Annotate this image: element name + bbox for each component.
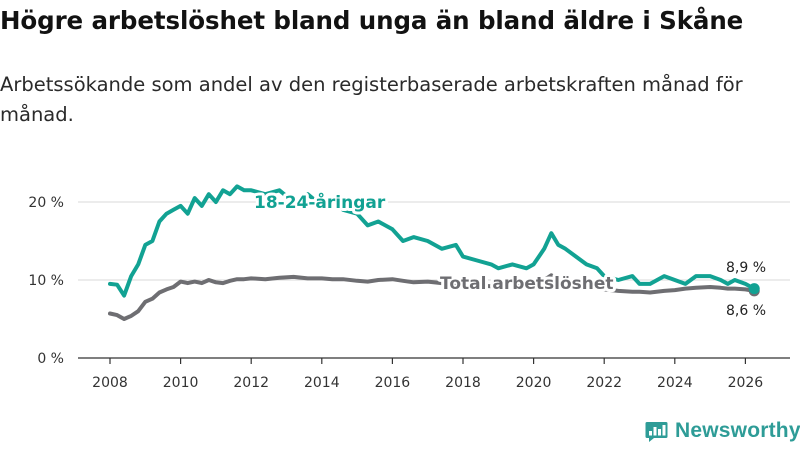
bar-chart-logo-icon [645,422,668,442]
x-tick-label-2014: 2014 [304,375,340,391]
x-tick-label-2026: 2026 [728,375,764,391]
series-group [108,184,757,321]
x-tick-label-2022: 2022 [586,375,622,391]
series-line-total [108,273,757,321]
chart-title: Högre arbetslöshet bland unga än bland ä… [0,6,744,35]
end-point-youth [748,283,760,295]
end-markers: 8,9 % 8,6 % [726,260,766,319]
x-tick-label-2008: 2008 [92,375,128,391]
gridlines [78,201,790,281]
x-tick-label-2018: 2018 [445,375,481,391]
y-tick-label-20: 20 % [28,195,64,211]
x-tick-label-2024: 2024 [657,375,693,391]
newsworthy-logo: Newsworthy [645,419,800,443]
y-tick-label-0: 0 % [37,351,64,367]
brand-name: Newsworthy [675,419,800,442]
x-tick-label-2012: 2012 [233,375,269,391]
end-label-total: 8,6 % [726,303,766,319]
end-label-youth: 8,9 % [726,260,766,276]
chart-subtitle: Arbetssökande som andel av den registerb… [0,73,743,126]
series-labels: 18-24-åringar Total arbetslöshet [251,188,617,297]
series-label-youth: 18-24-åringar [254,191,386,213]
series-label-total: Total arbetslöshet [440,274,614,294]
y-tick-label-10: 10 % [28,273,64,289]
x-tick-label-2016: 2016 [375,375,411,391]
series-line-youth [108,184,757,298]
x-tick-label-2020: 2020 [516,375,552,391]
y-axis-ticks: 0 % 10 % 20 % [28,195,64,367]
x-axis-ticks: 2008 2010 2012 2014 2016 2018 2020 2022 2024 2026 [92,358,763,391]
x-tick-label-2010: 2010 [163,375,199,391]
